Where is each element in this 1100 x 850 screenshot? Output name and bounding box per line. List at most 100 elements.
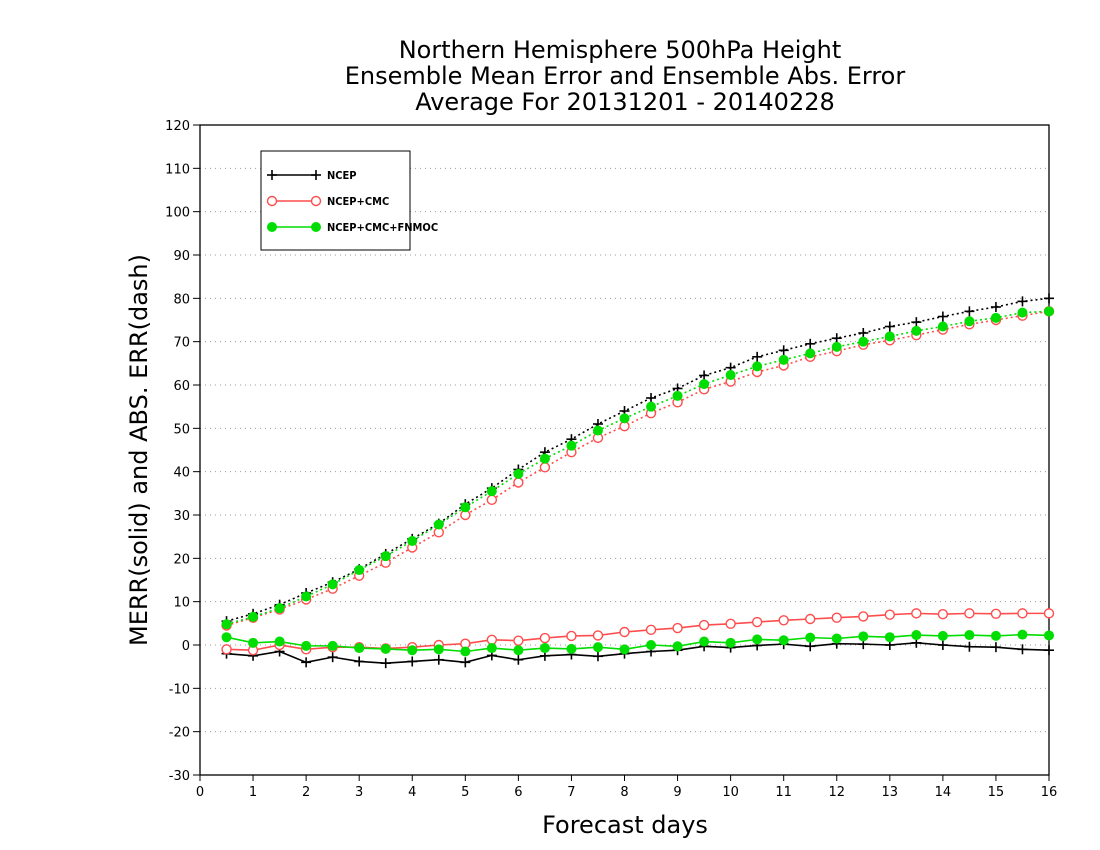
abs-error-point xyxy=(937,321,948,332)
abs-error-point xyxy=(831,341,842,352)
y-tick-label: 20 xyxy=(173,552,190,567)
mean-error-point xyxy=(592,642,603,653)
x-tick-label: 2 xyxy=(302,785,310,800)
mean-error-point xyxy=(646,640,657,650)
mean-error-point xyxy=(433,644,444,655)
abs-error-point xyxy=(1017,307,1028,318)
abs-error-point xyxy=(858,328,869,338)
mean-error-point xyxy=(937,640,948,650)
abs-error-point xyxy=(566,440,577,451)
mean-error-line xyxy=(226,642,1050,665)
mean-error-point xyxy=(1044,630,1054,641)
mean-error-point xyxy=(539,632,551,644)
mean-error-point xyxy=(301,640,312,651)
x-tick-label: 13 xyxy=(882,785,899,800)
mean-error-point xyxy=(752,634,763,645)
title-line-2: Ensemble Mean Error and Ensemble Abs. Er… xyxy=(345,62,906,90)
abs-error-point xyxy=(1044,306,1054,317)
abs-error-point xyxy=(858,336,869,347)
x-tick-label: 16 xyxy=(1041,785,1058,800)
mean-error-point xyxy=(699,636,710,647)
mean-error-point xyxy=(805,613,816,625)
mean-error-point xyxy=(725,618,736,629)
abs-error-point xyxy=(539,462,551,473)
mean-error-point xyxy=(486,643,497,654)
legend-label: NCEP xyxy=(327,169,357,182)
y-tick-label: 110 xyxy=(165,162,190,177)
mean-error-point xyxy=(460,657,471,668)
abs-error-point xyxy=(486,486,497,497)
mean-error-point xyxy=(301,657,312,668)
abs-error-point xyxy=(672,390,683,401)
abs-error-point xyxy=(327,579,338,590)
mean-error-point xyxy=(672,622,683,634)
mean-error-point xyxy=(805,641,816,652)
abs-error-point xyxy=(486,494,498,506)
mean-error-point xyxy=(778,635,789,646)
abs-error-point xyxy=(752,361,763,372)
series-lines xyxy=(221,293,1055,669)
title-line-3: Average For 20131201 - 20140228 xyxy=(415,88,835,116)
mean-error-point xyxy=(778,615,789,626)
x-tick-label: 9 xyxy=(673,785,681,800)
y-tick-label: -20 xyxy=(169,726,190,741)
mean-error-point xyxy=(619,626,630,638)
y-tick-label: 40 xyxy=(173,466,190,481)
abs-error-point xyxy=(752,351,763,362)
legend-label: NCEP+CMC+FNMOC xyxy=(327,221,438,234)
mean-error-point xyxy=(539,643,550,654)
mean-error-point xyxy=(805,632,816,643)
mean-error-point xyxy=(380,658,391,669)
abs-error-point xyxy=(778,345,789,356)
y-tick-label: 50 xyxy=(173,422,190,437)
legend-item-2: NCEP+CMC+FNMOC xyxy=(267,221,438,234)
abs-error-point xyxy=(884,321,895,332)
x-tick-label: 6 xyxy=(514,785,522,800)
mean-error-point xyxy=(698,619,710,631)
mean-error-point xyxy=(354,643,365,654)
mean-error-point xyxy=(513,654,524,665)
abs-error-point xyxy=(964,306,975,317)
abs-error-point xyxy=(274,603,285,614)
mean-error-point xyxy=(990,608,1002,619)
abs-error-point xyxy=(1017,296,1028,307)
x-tick-label: 10 xyxy=(722,785,739,800)
mean-error-point xyxy=(1044,645,1054,656)
mean-error-point xyxy=(619,644,630,655)
mean-error-point xyxy=(592,651,603,662)
mean-error-point xyxy=(460,646,471,657)
y-axis-label: MERR(solid) and ABS. ERR(dash) xyxy=(125,254,153,646)
abs-error-line xyxy=(226,310,1050,625)
abs-error-point xyxy=(646,393,657,403)
mean-error-point xyxy=(990,630,1001,641)
mean-error-point xyxy=(911,608,922,619)
abs-error-point xyxy=(301,591,312,602)
mean-error-point xyxy=(725,637,736,648)
abs-error-point xyxy=(380,551,391,562)
abs-error-point xyxy=(513,468,524,479)
mean-error-point xyxy=(221,644,232,655)
mean-error-point xyxy=(327,652,338,663)
mean-error-point xyxy=(433,654,444,665)
mean-error-point xyxy=(858,631,869,642)
legend-marker xyxy=(310,195,322,207)
abs-error-point xyxy=(778,354,789,365)
abs-error-point xyxy=(460,502,471,513)
y-tick-label: 10 xyxy=(173,596,190,611)
abs-error-point xyxy=(911,325,922,336)
y-tick-label: 90 xyxy=(173,249,190,264)
mean-error-point xyxy=(221,632,232,643)
abs-error-point xyxy=(354,565,365,576)
mean-error-point xyxy=(884,632,895,643)
abs-error-point xyxy=(248,611,259,622)
legend-marker xyxy=(266,195,278,207)
abs-error-point xyxy=(911,317,922,328)
legend-marker xyxy=(267,170,277,180)
abs-error-point xyxy=(937,311,948,322)
title-line-1: Northern Hemisphere 500hPa Height xyxy=(399,36,842,64)
legend-label: NCEP+CMC xyxy=(327,195,389,208)
x-tick-label: 5 xyxy=(461,785,469,800)
x-tick-label: 7 xyxy=(567,785,575,800)
abs-error-point xyxy=(805,338,816,349)
x-tick-label: 3 xyxy=(355,785,363,800)
